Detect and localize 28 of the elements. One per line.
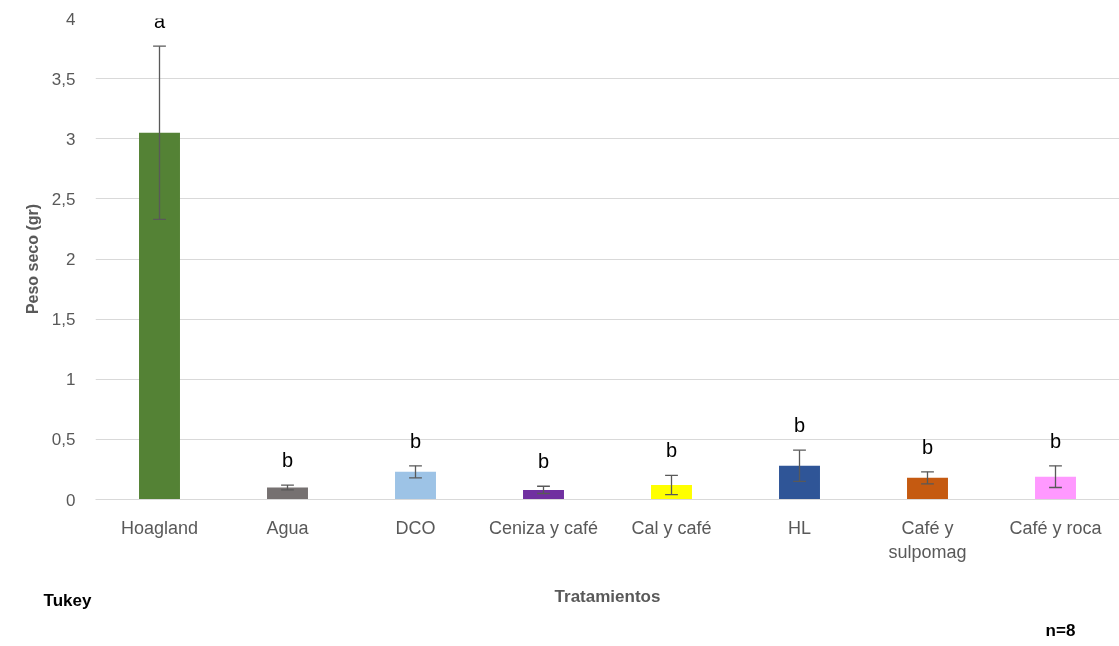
y-axis-title: Peso seco (gr) xyxy=(23,203,41,315)
y-tick-label: 2 xyxy=(66,250,76,269)
y-tick-label: 0 xyxy=(66,490,76,510)
x-axis-title: Tratamientos xyxy=(554,586,661,606)
x-tick-label: DCO xyxy=(395,517,436,538)
text: n=8 xyxy=(1045,621,1076,640)
y-tick-label: 1,5 xyxy=(51,310,76,330)
x-tick-label: Agua xyxy=(266,517,310,538)
x-tick-label: Café y roca xyxy=(1009,517,1103,538)
y-tick-label: 0,5 xyxy=(51,430,76,450)
x-tick-label: Cal y café xyxy=(631,517,712,538)
y-tick-label: 1 xyxy=(66,370,76,390)
y-tick-label: 3 xyxy=(66,129,76,149)
annotation: b xyxy=(665,439,678,462)
annotation: b xyxy=(1049,429,1062,452)
y-tick-label: 3,5 xyxy=(51,69,76,89)
x-tick-label: HL xyxy=(788,517,812,538)
y-tick-label: 4 xyxy=(66,9,76,29)
x-tick-label: Hoagland xyxy=(120,517,199,538)
annotation: b xyxy=(537,450,550,473)
text: Tukey xyxy=(43,591,92,610)
x-tick-label: Café y sulpomag xyxy=(888,517,967,562)
x-tick-label: Ceniza y café xyxy=(488,517,599,538)
y-tick-label: 2,5 xyxy=(51,189,76,209)
annotation: b xyxy=(921,435,934,458)
annotation: b xyxy=(281,449,294,472)
annotation: b xyxy=(793,414,806,437)
annotation: b xyxy=(409,429,422,452)
